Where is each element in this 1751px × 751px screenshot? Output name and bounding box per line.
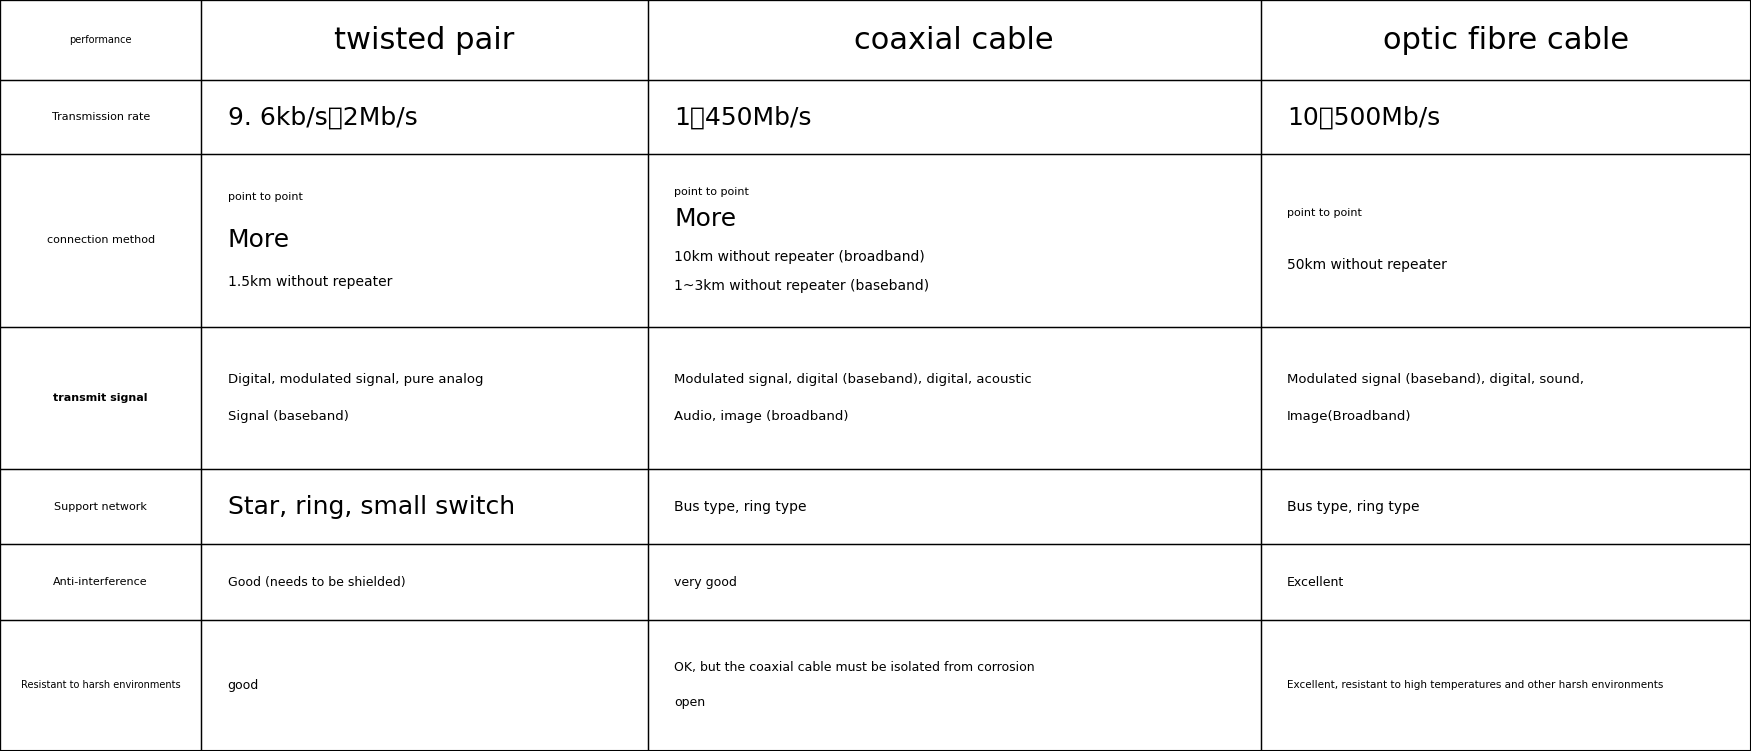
Text: Image(Broadband): Image(Broadband) [1287, 410, 1411, 423]
Text: Signal (baseband): Signal (baseband) [228, 410, 348, 423]
Text: open: open [674, 696, 706, 710]
Bar [648, 327, 1261, 469]
Text: 50km without repeater: 50km without repeater [1287, 258, 1446, 273]
Bar [648, 469, 1261, 544]
Text: very good: very good [674, 575, 737, 589]
Bar [648, 0, 1261, 80]
Text: point to point: point to point [1287, 208, 1362, 219]
Text: Bus type, ring type: Bus type, ring type [1287, 500, 1420, 514]
Text: Audio, image (broadband): Audio, image (broadband) [674, 410, 849, 423]
Text: 1.5km without repeater: 1.5km without repeater [228, 275, 392, 289]
Text: Bus type, ring type: Bus type, ring type [674, 500, 807, 514]
Text: coaxial cable: coaxial cable [854, 26, 1054, 55]
Bar [1261, 154, 1751, 327]
Text: 1~3km without repeater (baseband): 1~3km without repeater (baseband) [674, 279, 930, 293]
Text: point to point: point to point [228, 192, 303, 201]
Text: performance: performance [70, 35, 131, 45]
Text: More: More [228, 228, 289, 252]
Bar [0, 620, 201, 751]
Bar [648, 544, 1261, 620]
Bar [1261, 620, 1751, 751]
Text: 10～500Mb/s: 10～500Mb/s [1287, 105, 1441, 129]
Text: connection method: connection method [47, 235, 154, 246]
Bar [201, 0, 648, 80]
Text: Modulated signal (baseband), digital, sound,: Modulated signal (baseband), digital, so… [1287, 373, 1585, 386]
Text: 9. 6kb/s～2Mb/s: 9. 6kb/s～2Mb/s [228, 105, 417, 129]
Bar [201, 154, 648, 327]
Text: 10km without repeater (broadband): 10km without repeater (broadband) [674, 250, 925, 264]
Text: twisted pair: twisted pair [334, 26, 515, 55]
Text: Support network: Support network [54, 502, 147, 512]
Bar [648, 154, 1261, 327]
Bar [0, 154, 201, 327]
Text: Excellent: Excellent [1287, 575, 1345, 589]
Text: Excellent, resistant to high temperatures and other harsh environments: Excellent, resistant to high temperature… [1287, 680, 1663, 690]
Bar [648, 620, 1261, 751]
Text: good: good [228, 679, 259, 692]
Bar [1261, 327, 1751, 469]
Bar [201, 80, 648, 154]
Text: point to point: point to point [674, 188, 749, 198]
Bar [201, 469, 648, 544]
Bar [1261, 469, 1751, 544]
Bar [1261, 80, 1751, 154]
Text: More: More [674, 207, 735, 231]
Bar [0, 327, 201, 469]
Text: Star, ring, small switch: Star, ring, small switch [228, 495, 515, 519]
Bar [1261, 0, 1751, 80]
Text: OK, but the coaxial cable must be isolated from corrosion: OK, but the coaxial cable must be isolat… [674, 661, 1035, 674]
Bar [0, 80, 201, 154]
Text: Good (needs to be shielded): Good (needs to be shielded) [228, 575, 404, 589]
Bar [648, 80, 1261, 154]
Bar [201, 544, 648, 620]
Text: 1～450Mb/s: 1～450Mb/s [674, 105, 812, 129]
Text: optic fibre cable: optic fibre cable [1383, 26, 1628, 55]
Bar [1261, 544, 1751, 620]
Text: transmit signal: transmit signal [54, 393, 147, 403]
Bar [201, 327, 648, 469]
Bar [0, 0, 201, 80]
Bar [0, 469, 201, 544]
Text: Modulated signal, digital (baseband), digital, acoustic: Modulated signal, digital (baseband), di… [674, 373, 1031, 386]
Bar [201, 620, 648, 751]
Text: Resistant to harsh environments: Resistant to harsh environments [21, 680, 180, 690]
Text: Transmission rate: Transmission rate [51, 112, 151, 122]
Text: Anti-interference: Anti-interference [53, 577, 149, 587]
Bar [0, 544, 201, 620]
Text: Digital, modulated signal, pure analog: Digital, modulated signal, pure analog [228, 373, 483, 386]
